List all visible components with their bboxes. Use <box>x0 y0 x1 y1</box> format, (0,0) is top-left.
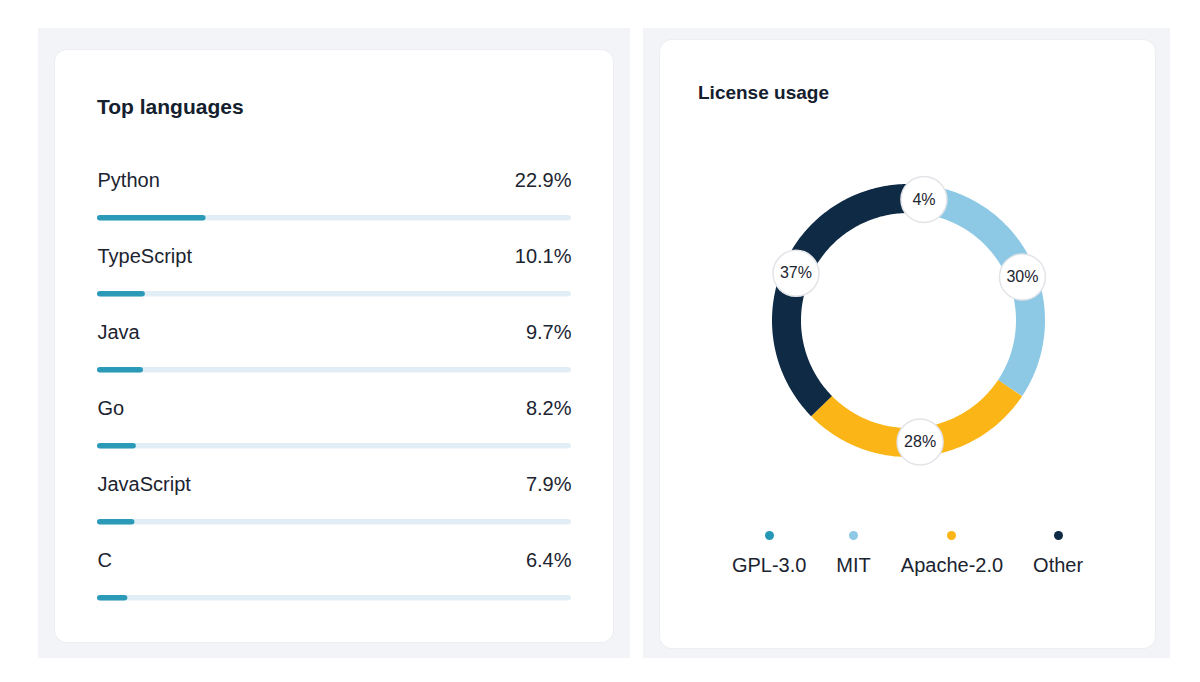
svg-text:6.4%: 6.4% <box>526 549 572 571</box>
html-text:GPL-3.0: GPL-3.0 <box>731 554 807 576</box>
svg-text:4%: 4% <box>912 191 935 208</box>
svg-text:30%: 30% <box>1006 268 1038 285</box>
svg-text:TypeScript: TypeScript <box>98 245 193 267</box>
svg-text:JavaScript: JavaScript <box>98 473 192 495</box>
svg-text:Go: Go <box>98 397 125 419</box>
svg-text:Python: Python <box>98 169 160 191</box>
svg-text:10.1%: 10.1% <box>515 245 572 267</box>
svg-text:22.9%: 22.9% <box>515 169 572 191</box>
svg-text:9.7%: 9.7% <box>526 321 572 343</box>
html-text:Apache-2.0: Apache-2.0 <box>900 554 1004 576</box>
svg-text:8.2%: 8.2% <box>526 397 572 419</box>
html-text:MIT: MIT <box>836 554 871 576</box>
html-text:Top languages: Top languages <box>97 95 244 118</box>
html-text:License usage: License usage <box>698 82 829 103</box>
html-text:Other: Other <box>1033 554 1084 576</box>
svg-text:C: C <box>98 549 112 571</box>
svg-text:28%: 28% <box>904 433 936 450</box>
svg-text:Java: Java <box>98 321 141 343</box>
svg-text:7.9%: 7.9% <box>526 473 572 495</box>
svg-text:37%: 37% <box>780 264 812 281</box>
